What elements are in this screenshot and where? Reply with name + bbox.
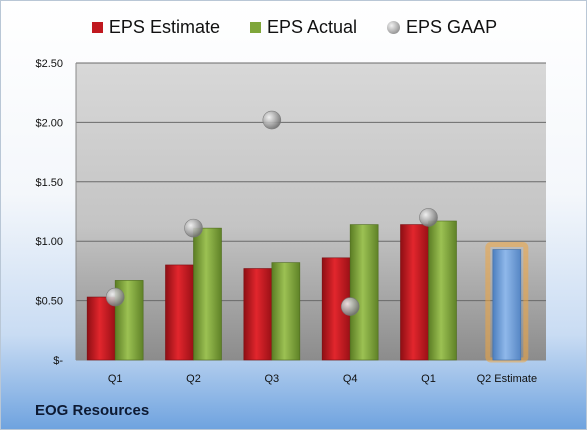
legend-label-eps-estimate: EPS Estimate	[108, 17, 220, 37]
x-tick-label: Q1	[108, 373, 123, 385]
x-tick-label: Q2 Estimate	[477, 373, 538, 385]
point-eps-gaap	[262, 110, 282, 130]
legend-swatch-eps-estimate	[91, 22, 103, 33]
legend-swatch-eps-gaap	[387, 21, 401, 34]
y-tick-label: $2.00	[35, 117, 63, 129]
y-tick-label: $-	[53, 355, 63, 367]
legend-label-eps-actual: EPS Actual	[266, 17, 358, 37]
y-tick-label: $1.50	[35, 177, 63, 189]
x-tick-label: Q3	[264, 373, 279, 385]
grid-lines	[75, 62, 546, 361]
y-tick-label: $0.50	[35, 296, 63, 308]
bar-eps-estimate	[400, 224, 429, 361]
x-tick-label: Q2	[186, 373, 201, 385]
chart-legend: EPS Estimate EPS Actual EPS GAAP	[1, 17, 587, 38]
gaap-points	[105, 110, 438, 316]
legend-swatch-eps-actual	[249, 22, 261, 33]
x-tick-label: Q4	[343, 373, 358, 385]
bars	[86, 220, 529, 363]
x-tick-label: Q1	[421, 373, 436, 385]
y-axis-ticks: $- $0.50 $1.00 $1.50 $2.00 $2.50	[35, 58, 63, 367]
bar-eps-actual	[349, 224, 379, 361]
point-eps-gaap	[419, 208, 438, 227]
point-eps-gaap	[184, 218, 203, 238]
y-tick-label: $2.50	[35, 58, 63, 70]
legend-item-eps-estimate: EPS Estimate	[91, 17, 220, 38]
bar-eps-actual	[193, 227, 222, 361]
point-eps-gaap	[105, 287, 125, 307]
bar-q2-estimate	[492, 249, 522, 361]
x-axis-ticks: Q1 Q2 Q3 Q4 Q1 Q2 Estimate	[108, 373, 537, 385]
plot-area	[76, 63, 546, 360]
bar-eps-estimate	[86, 296, 116, 361]
legend-item-eps-gaap: EPS GAAP	[387, 17, 497, 38]
legend-label-eps-gaap: EPS GAAP	[406, 17, 498, 37]
bar-eps-actual	[271, 262, 301, 361]
bar-eps-estimate	[243, 268, 273, 361]
company-name: EOG Resources	[35, 402, 150, 419]
y-tick-label: $1.00	[35, 236, 63, 248]
bar-eps-estimate	[165, 264, 194, 361]
legend-item-eps-actual: EPS Actual	[249, 17, 358, 38]
bar-eps-actual	[428, 220, 457, 361]
point-eps-gaap	[340, 297, 360, 316]
